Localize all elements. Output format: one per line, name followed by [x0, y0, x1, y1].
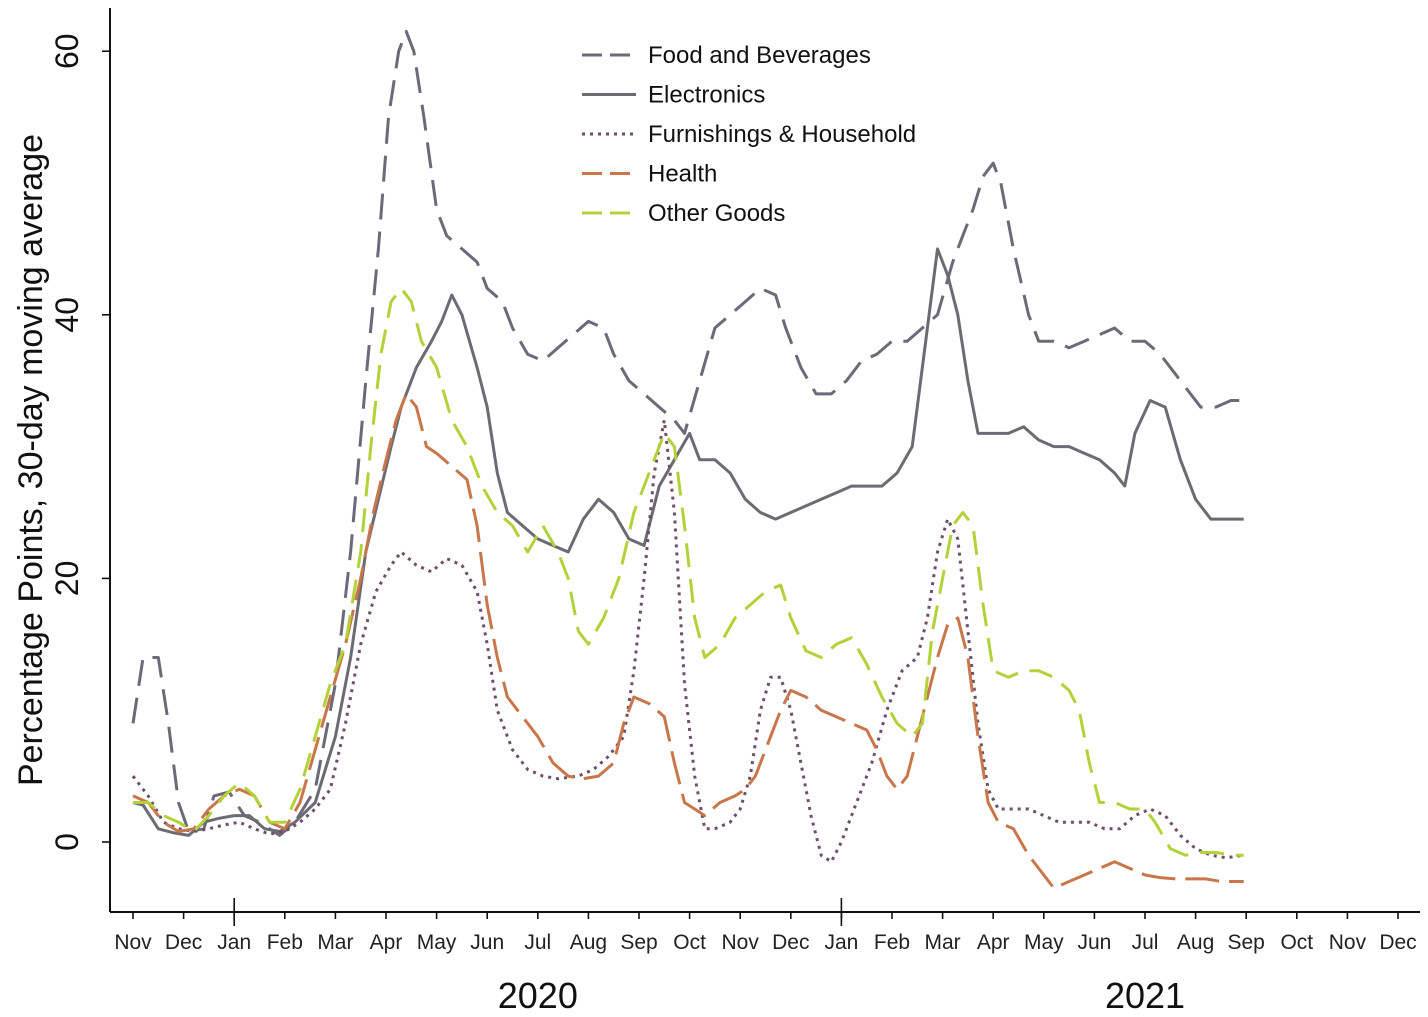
x-tick-label: Oct — [1280, 931, 1313, 954]
x-tick-label: May — [1024, 931, 1064, 954]
series-line-health — [132, 392, 1244, 890]
x-tick-label: Aug — [570, 931, 607, 954]
chart-axes — [109, 8, 1420, 913]
x-tick-label: Nov — [722, 931, 760, 954]
x-tick-label: Mar — [925, 931, 961, 954]
y-tick-label: 0 — [49, 833, 85, 851]
series-line-other-goods — [133, 286, 1244, 857]
x-tick-label: Feb — [267, 931, 303, 954]
x-tick-label: Jun — [1077, 931, 1111, 954]
x-tick-label: Nov — [1329, 931, 1367, 954]
x-tick-label: Sep — [620, 931, 657, 954]
x-tick-label: Dec — [772, 931, 809, 954]
x-tick-label: Nov — [114, 931, 152, 954]
x-tick-label: Mar — [317, 931, 353, 954]
x-tick-label: Jul — [524, 931, 551, 954]
series-line-furnishings-household — [131, 418, 1244, 864]
x-tick-label: Aug — [1177, 931, 1214, 954]
y-ticks: 0 20 40 60 — [49, 33, 110, 851]
x-tick-label: Oct — [673, 931, 706, 954]
x-tick-label: Jan — [217, 931, 251, 954]
series-line-electronics — [132, 247, 1244, 837]
x-tick-label: Sep — [1228, 931, 1265, 954]
y-tick-label: 20 — [49, 561, 85, 597]
y-axis-title: Percentage Points, 30-day moving average — [12, 134, 50, 786]
series-line-food-and-beverages — [131, 29, 1244, 837]
year-label: 2021 — [1105, 975, 1185, 1016]
x-tick-label: Jul — [1132, 931, 1159, 954]
x-tick-label: Dec — [1379, 931, 1416, 954]
x-tick-label: Dec — [165, 931, 202, 954]
y-tick-label: 60 — [49, 33, 85, 69]
x-tick-label: Feb — [874, 931, 910, 954]
legend-label: Health — [648, 161, 717, 188]
y-tick-label: 40 — [49, 297, 85, 333]
x-tick-label: Apr — [977, 931, 1010, 954]
legend: Food and Beverages Electronics Furnishings… — [582, 42, 916, 227]
x-tick-label: Jan — [824, 931, 858, 954]
year-label: 2020 — [498, 975, 578, 1016]
legend-label: Other Goods — [648, 200, 785, 227]
x-tick-label: May — [417, 931, 457, 954]
x-tick-label: Apr — [370, 931, 403, 954]
x-tick-label: Jun — [470, 931, 504, 954]
legend-label: Electronics — [648, 82, 765, 109]
legend-label: Furnishings & Household — [648, 121, 916, 148]
x-ticks: Nov Dec Jan Feb Mar Apr May Jun Jul Aug Sep Oct Nov D… — [114, 898, 1417, 1016]
series-layer — [131, 29, 1244, 890]
legend-label: Food and Beverages — [648, 42, 871, 69]
